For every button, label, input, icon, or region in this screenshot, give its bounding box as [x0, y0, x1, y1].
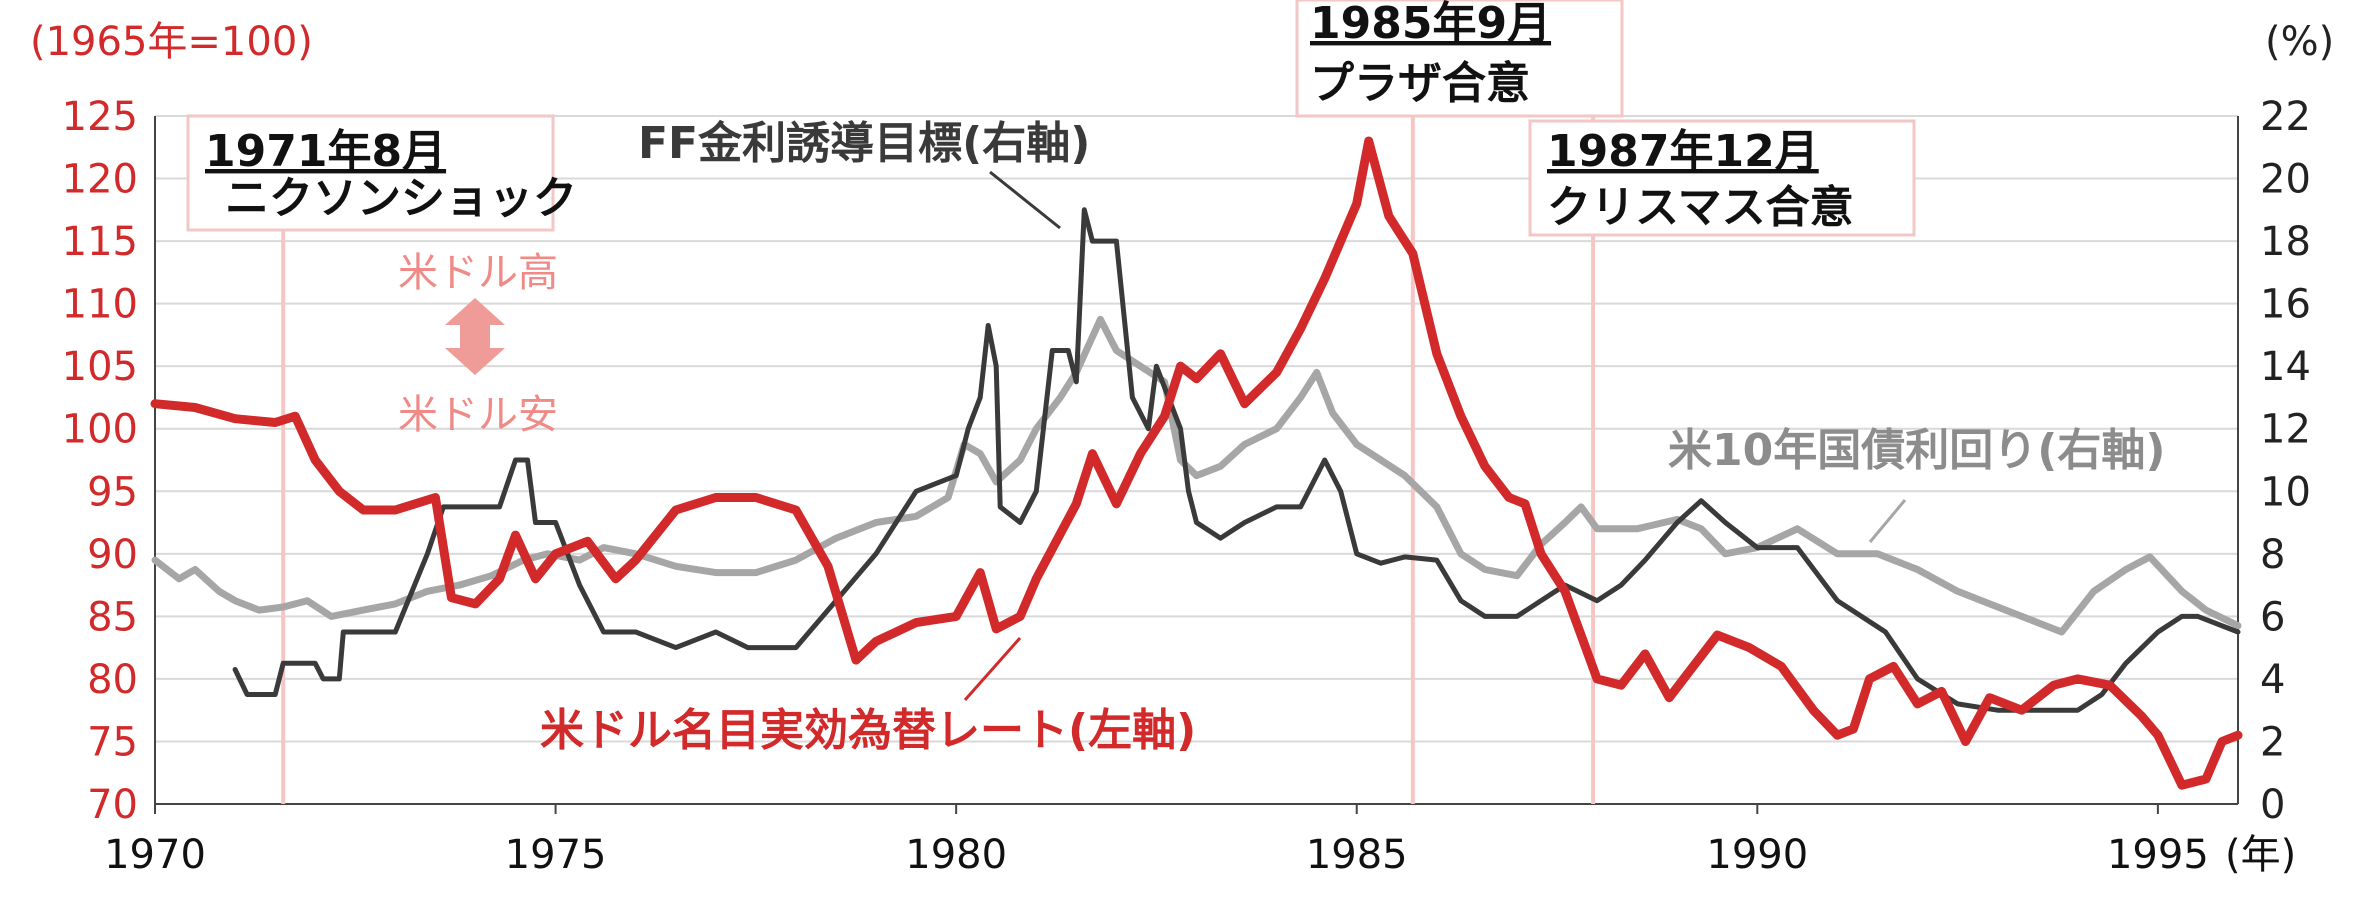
series-lines [150, 136, 2243, 790]
left-tick-label: 110 [62, 282, 138, 328]
right-tick-label: 22 [2260, 94, 2311, 140]
series-labels: FF金利誘導目標(右軸) 米10年国債利回り(右軸) 米ドル名目実効為替レート(… [540, 118, 2165, 756]
left-tick-label: 120 [62, 157, 138, 203]
right-tick-label: 8 [2260, 532, 2285, 578]
series-line-2 [151, 315, 2242, 636]
right-tick-label: 6 [2260, 594, 2285, 640]
annotation-event: クリスマス合意 [1547, 182, 1854, 233]
annotation-date: 1971年8月 [205, 126, 446, 177]
x-tick-label: 1995 [2107, 832, 2209, 878]
right-tick-label: 16 [2260, 282, 2311, 328]
annotation-event: ニクソンショック [225, 173, 577, 224]
series-label-ff: FF金利誘導目標(右軸) [638, 118, 1090, 169]
annotation-box [186, 114, 555, 232]
right-tick-label: 2 [2260, 719, 2285, 765]
left-tick-label: 105 [62, 344, 138, 390]
left-tick-label: 80 [87, 657, 138, 703]
right-tick-label: 4 [2260, 657, 2285, 703]
x-tick-label: 1970 [104, 832, 206, 878]
series-label-neer: 米ドル名目実効為替レート(左軸) [540, 705, 1196, 756]
right-axis-unit: (%) [2265, 19, 2334, 65]
x-tick-label: 1990 [1706, 832, 1808, 878]
left-tick-label: 70 [87, 782, 138, 828]
annotation-date: 1985年9月 [1310, 0, 1551, 49]
left-tick-label: 95 [87, 469, 138, 515]
leader-line-t10 [1868, 499, 1907, 543]
right-tick-label: 20 [2260, 157, 2311, 203]
right-tick-label: 12 [2260, 407, 2311, 453]
annotation-box [1295, 0, 1624, 118]
left-tick-label: 115 [62, 219, 138, 265]
left-tick-label: 85 [87, 594, 138, 640]
left-tick-label: 125 [62, 94, 138, 140]
x-tick-label: 1985 [1306, 832, 1408, 878]
right-tick-label: 18 [2260, 219, 2311, 265]
dollar-strong-label: 米ドル高 [398, 250, 558, 296]
x-axis-unit: (年) [2225, 832, 2296, 878]
x-tick-label: 1975 [505, 832, 607, 878]
series-line-1 [232, 207, 2241, 713]
axis-ticks: 70 75 80 85 90 95 100 105 110 115 120 125 0 2 4 6 8 10 12 1… [62, 94, 2311, 878]
annotation-event: プラザ合意 [1310, 58, 1530, 109]
right-tick-label: 14 [2260, 344, 2311, 390]
right-tick-label: 0 [2260, 782, 2285, 828]
annotation-date: 1987年12月 [1547, 126, 1819, 177]
dollar-weak-label: 米ドル安 [398, 392, 558, 438]
x-tick-label: 1980 [905, 832, 1007, 878]
double-arrow-icon [445, 298, 505, 375]
left-tick-label: 75 [87, 719, 138, 765]
left-tick-label: 100 [62, 407, 138, 453]
left-axis-unit: (1965年=100) [30, 19, 313, 65]
series-label-t10: 米10年国債利回り(右軸) [1668, 425, 2165, 476]
series-line-0 [150, 136, 2243, 790]
leader-line-ff [989, 170, 1061, 230]
right-tick-label: 10 [2260, 469, 2311, 515]
direction-indicator: 米ドル高 米ドル安 [398, 250, 558, 438]
left-tick-label: 90 [87, 532, 138, 578]
leader-line-neer [963, 637, 1022, 701]
annotation-box [1528, 119, 1916, 237]
